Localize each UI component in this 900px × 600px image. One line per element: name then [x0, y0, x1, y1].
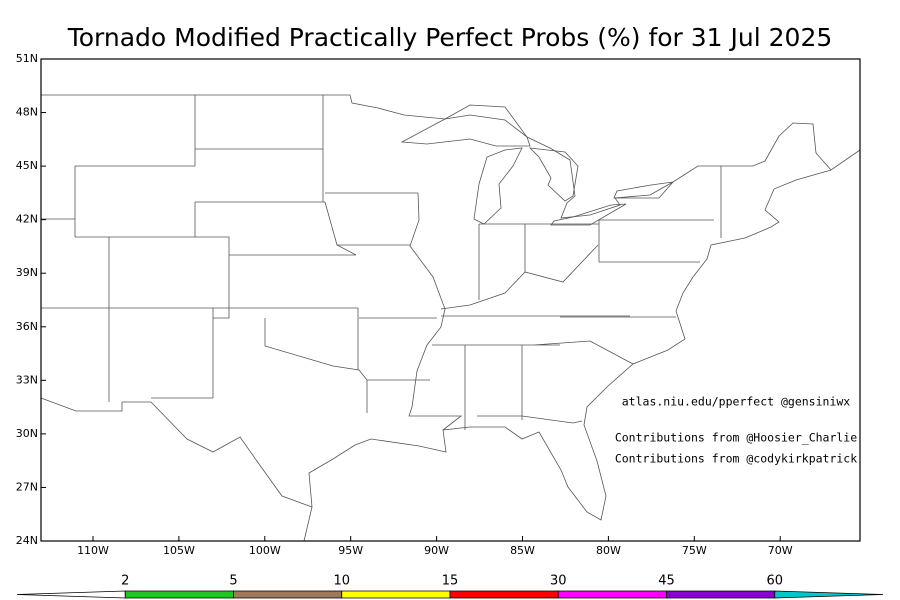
- colorbar-label: 15: [442, 574, 459, 589]
- colorbar-label: 60: [766, 574, 783, 589]
- canada-border: [41, 94, 832, 219]
- lake-erie: [550, 203, 627, 226]
- longitude-label: 105W: [163, 544, 195, 557]
- annotation: Contributions from @codykirkpatrick: [615, 452, 857, 466]
- colorbar-segment: [449, 590, 559, 599]
- annotation: Contributions from @Hoosier_Charlie: [615, 431, 857, 445]
- latitude-label: 48N: [16, 106, 38, 119]
- latitude-label: 27N: [16, 480, 38, 493]
- coastline: [303, 149, 861, 542]
- colorbar-label: 5: [229, 574, 237, 589]
- colorbar-segment: [557, 590, 667, 599]
- lake-ontario: [613, 181, 675, 199]
- map-title: Tornado Modified Practically Perfect Pro…: [67, 23, 833, 52]
- longitude-label: 90W: [424, 544, 449, 557]
- latitude-label: 30N: [16, 427, 38, 440]
- map-frame: [40, 58, 861, 542]
- colorbar-segment: [774, 590, 884, 599]
- colorbar-label: 30: [550, 574, 567, 589]
- geography: [40, 94, 861, 542]
- latitude-label: 39N: [16, 266, 38, 279]
- lake-superior: [400, 104, 531, 147]
- latitude-label: 36N: [16, 320, 38, 333]
- longitude-label: 95W: [338, 544, 363, 557]
- longitude-label: 70W: [768, 544, 793, 557]
- latitude-label: 51N: [16, 52, 38, 65]
- colorbar-segment: [666, 590, 776, 599]
- mexico-border: [40, 397, 313, 508]
- colorbar-segment: [341, 590, 451, 599]
- latitude-label: 24N: [16, 534, 38, 547]
- state-borders: [41, 95, 722, 431]
- colorbar-label: 10: [333, 574, 350, 589]
- latitude-label: 45N: [16, 159, 38, 172]
- longitude-label: 75W: [682, 544, 707, 557]
- lake-michigan: [473, 147, 523, 225]
- colorbar-segment: [233, 590, 343, 599]
- colorbar-label: 2: [121, 574, 129, 589]
- colorbar-label: 45: [658, 574, 675, 589]
- lake-huron: [528, 147, 579, 202]
- colorbar-segment: [124, 590, 234, 599]
- longitude-label: 110W: [77, 544, 109, 557]
- latitude-label: 33N: [16, 373, 38, 386]
- longitude-label: 80W: [596, 544, 621, 557]
- latitude-label: 42N: [16, 213, 38, 226]
- longitude-label: 100W: [249, 544, 281, 557]
- longitude-label: 85W: [510, 544, 535, 557]
- annotation: atlas.niu.edu/pperfect @gensiniwx: [622, 395, 851, 409]
